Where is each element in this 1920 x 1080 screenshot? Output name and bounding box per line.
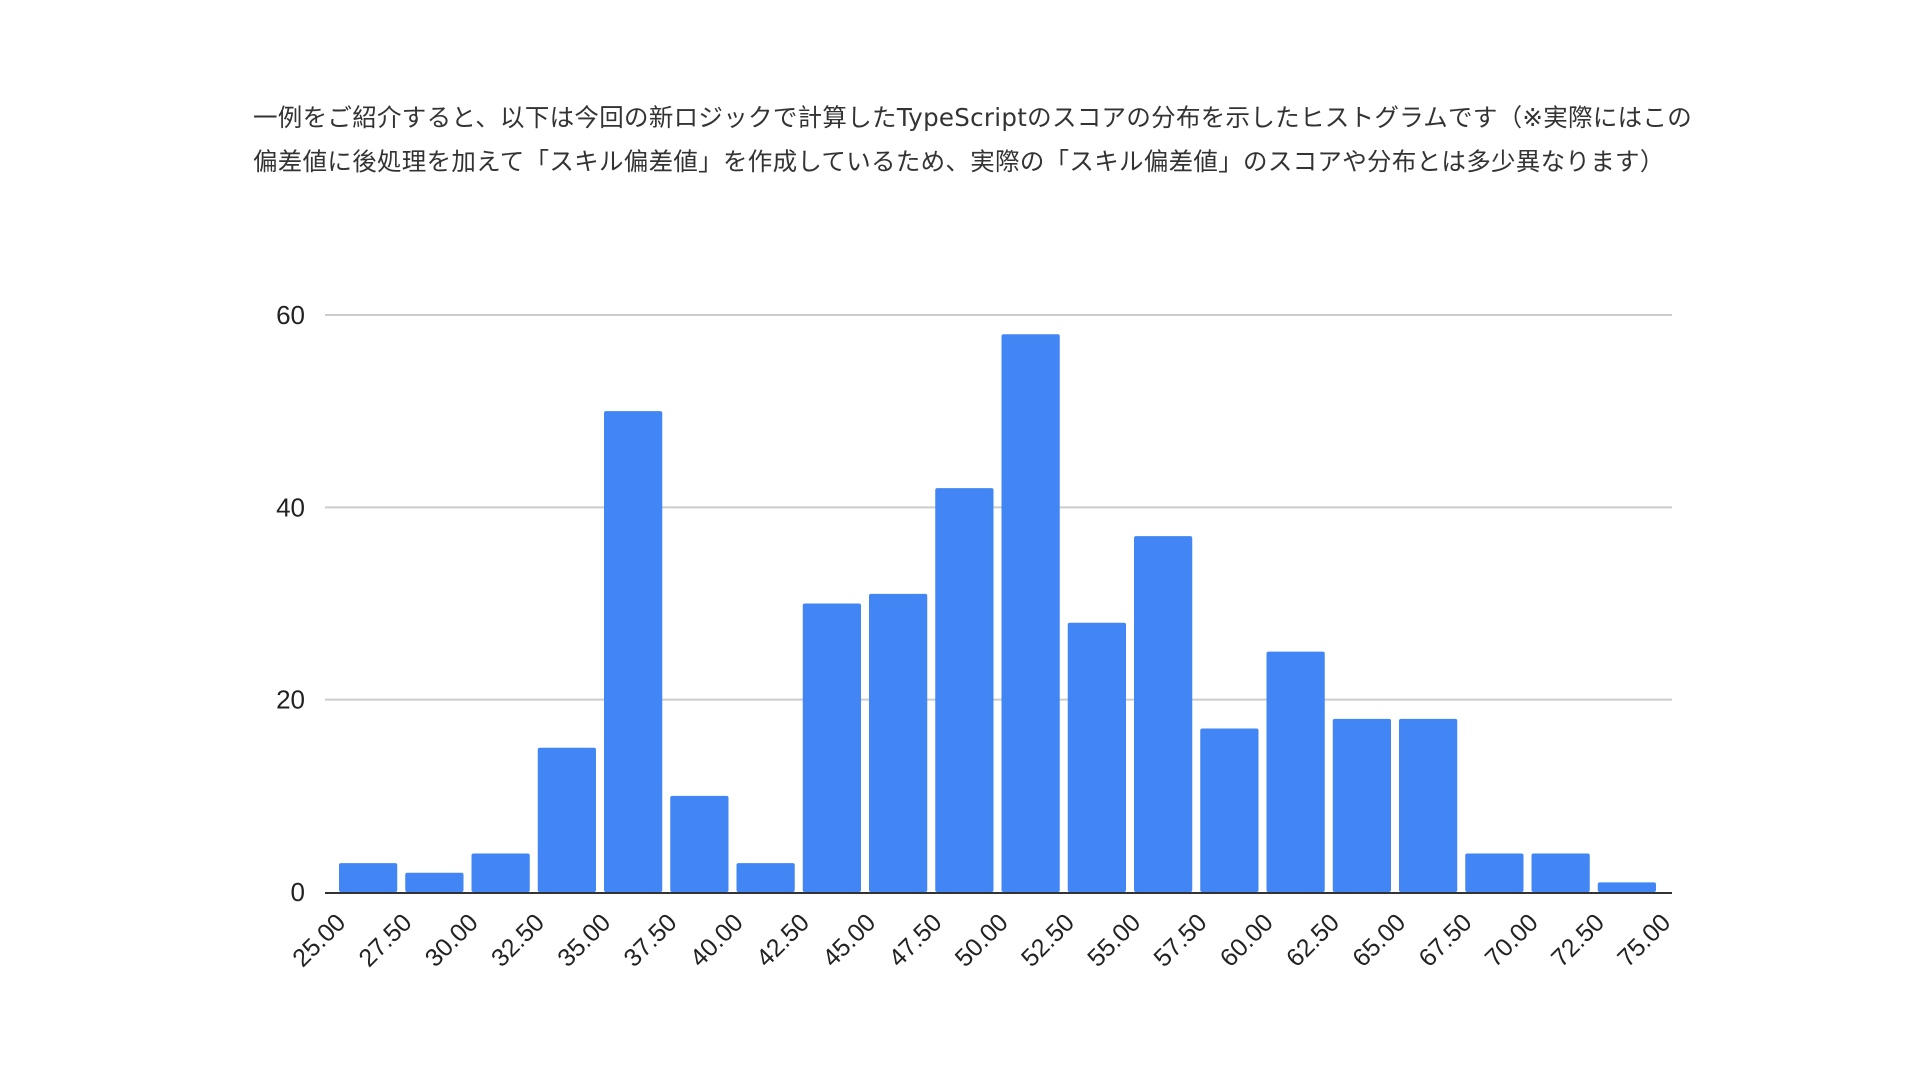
x-tick-label: 25.00 (287, 908, 351, 972)
x-tick-label: 37.50 (618, 908, 682, 972)
x-tick-label: 42.50 (751, 908, 815, 972)
histogram-bar (1001, 334, 1060, 892)
x-tick-label: 27.50 (353, 908, 417, 972)
x-tick-label: 47.50 (883, 908, 947, 972)
intro-paragraph: 一例をご紹介すると、以下は今回の新ロジックで計算したTypeScriptのスコア… (253, 103, 1693, 176)
x-tick-label: 60.00 (1215, 908, 1279, 972)
x-tick-label: 65.00 (1347, 908, 1411, 972)
x-tick-label: 32.50 (486, 908, 550, 972)
histogram-bar (1597, 882, 1656, 892)
histogram-bar (1200, 728, 1259, 892)
histogram-bar (471, 853, 530, 892)
x-tick-label: 75.00 (1612, 908, 1676, 972)
histogram-bar (1465, 853, 1524, 892)
histogram-bar (935, 488, 994, 892)
x-tick-label: 35.00 (552, 908, 616, 972)
histogram-bar (802, 603, 861, 892)
x-tick-label: 67.50 (1413, 908, 1477, 972)
x-tick-label: 45.00 (817, 908, 881, 972)
histogram-bar (604, 411, 663, 892)
y-tick-label: 20 (276, 685, 305, 715)
x-tick-label: 55.00 (1082, 908, 1146, 972)
histogram-bar (405, 872, 464, 892)
x-tick-label: 62.50 (1281, 908, 1345, 972)
x-tick-label: 50.00 (950, 908, 1014, 972)
histogram-bar (1332, 718, 1391, 892)
x-tick-label: 57.50 (1148, 908, 1212, 972)
y-tick-label: 0 (291, 877, 305, 907)
x-tick-label: 52.50 (1016, 908, 1080, 972)
histogram-bar (670, 795, 729, 892)
y-tick-label: 60 (276, 300, 305, 330)
y-tick-label: 40 (276, 492, 305, 522)
histogram-bar (869, 593, 928, 892)
histogram-bar (1067, 622, 1126, 892)
histogram-svg: 0 20 40 60 25.00 27.50 30.00 32.50 35.00 37.50 40… (276, 300, 1676, 972)
histogram-bar (1134, 536, 1193, 892)
x-tick-label: 40.00 (685, 908, 749, 972)
y-axis-ticks: 0 20 40 60 (276, 300, 305, 907)
histogram-bar (736, 863, 795, 892)
histogram-bar (339, 863, 398, 892)
histogram-chart: 0 20 40 60 25.00 27.50 30.00 32.50 35.00 37.50 40… (190, 270, 1690, 1040)
x-tick-label: 30.00 (420, 908, 484, 972)
histogram-bar (1531, 853, 1590, 892)
x-axis-ticks: 25.00 27.50 30.00 32.50 35.00 37.50 40.00 42.50… (287, 908, 1676, 972)
histogram-bar (1266, 651, 1325, 892)
gridlines (325, 314, 1672, 701)
histogram-bar (1399, 718, 1458, 892)
x-tick-label: 70.00 (1480, 908, 1544, 972)
x-tick-label: 72.50 (1546, 908, 1610, 972)
histogram-bar (537, 747, 596, 892)
bars (339, 334, 1656, 892)
